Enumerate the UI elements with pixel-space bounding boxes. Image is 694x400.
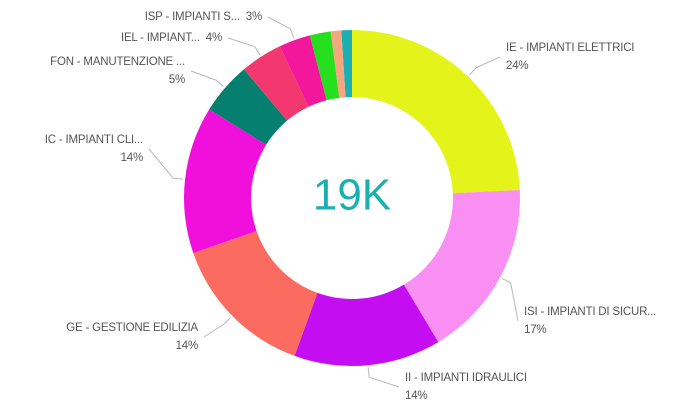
leader-line — [203, 316, 232, 338]
donut-slice — [209, 69, 288, 145]
value-label: 14% — [176, 340, 198, 352]
value-label: 24% — [506, 60, 528, 72]
leader-line — [367, 367, 400, 388]
donut-slice — [193, 231, 318, 356]
slice-label: ISP - IMPIANTI S... 3% — [145, 11, 262, 23]
value-label: 5% — [169, 74, 185, 86]
value-label: 17% — [524, 324, 546, 336]
donut-slice — [341, 30, 352, 98]
category-label: IEL - IMPIANT... — [121, 32, 200, 44]
donut-slice — [352, 30, 520, 194]
category-label: IC - IMPIANTI CLI... — [45, 134, 143, 146]
donut-slice — [244, 46, 309, 121]
center-label: 19K — [313, 171, 391, 220]
slice-label: IEL - IMPIANT... 4% — [121, 32, 222, 44]
value-label: 14% — [121, 152, 143, 164]
donut-slice — [184, 109, 267, 253]
category-label: ISP - IMPIANTI S... — [145, 11, 240, 23]
leader-line — [267, 16, 295, 39]
donut-slice — [403, 190, 520, 343]
value-label: 4% — [206, 32, 222, 44]
category-label: IE - IMPIANTI ELETTRICI — [506, 42, 634, 54]
leader-line — [501, 277, 519, 322]
donut-slice — [279, 35, 327, 107]
category-label: GE - GESTIONE EDILIZIA — [66, 322, 198, 334]
donut-slice — [309, 31, 340, 101]
value-label: 3% — [246, 11, 262, 23]
donut-slice — [330, 30, 346, 98]
donut-slice — [294, 284, 439, 366]
leader-line — [190, 70, 224, 88]
category-label: ISI - IMPIANTI DI SICUR... — [524, 306, 656, 318]
value-label: 14% — [405, 390, 427, 400]
leader-line — [468, 56, 501, 76]
leader-line — [227, 37, 261, 56]
category-label: II - IMPIANTI IDRAULICI — [405, 372, 527, 384]
category-label: FON - MANUTENZIONE ... — [50, 56, 185, 68]
leader-line — [148, 148, 184, 180]
